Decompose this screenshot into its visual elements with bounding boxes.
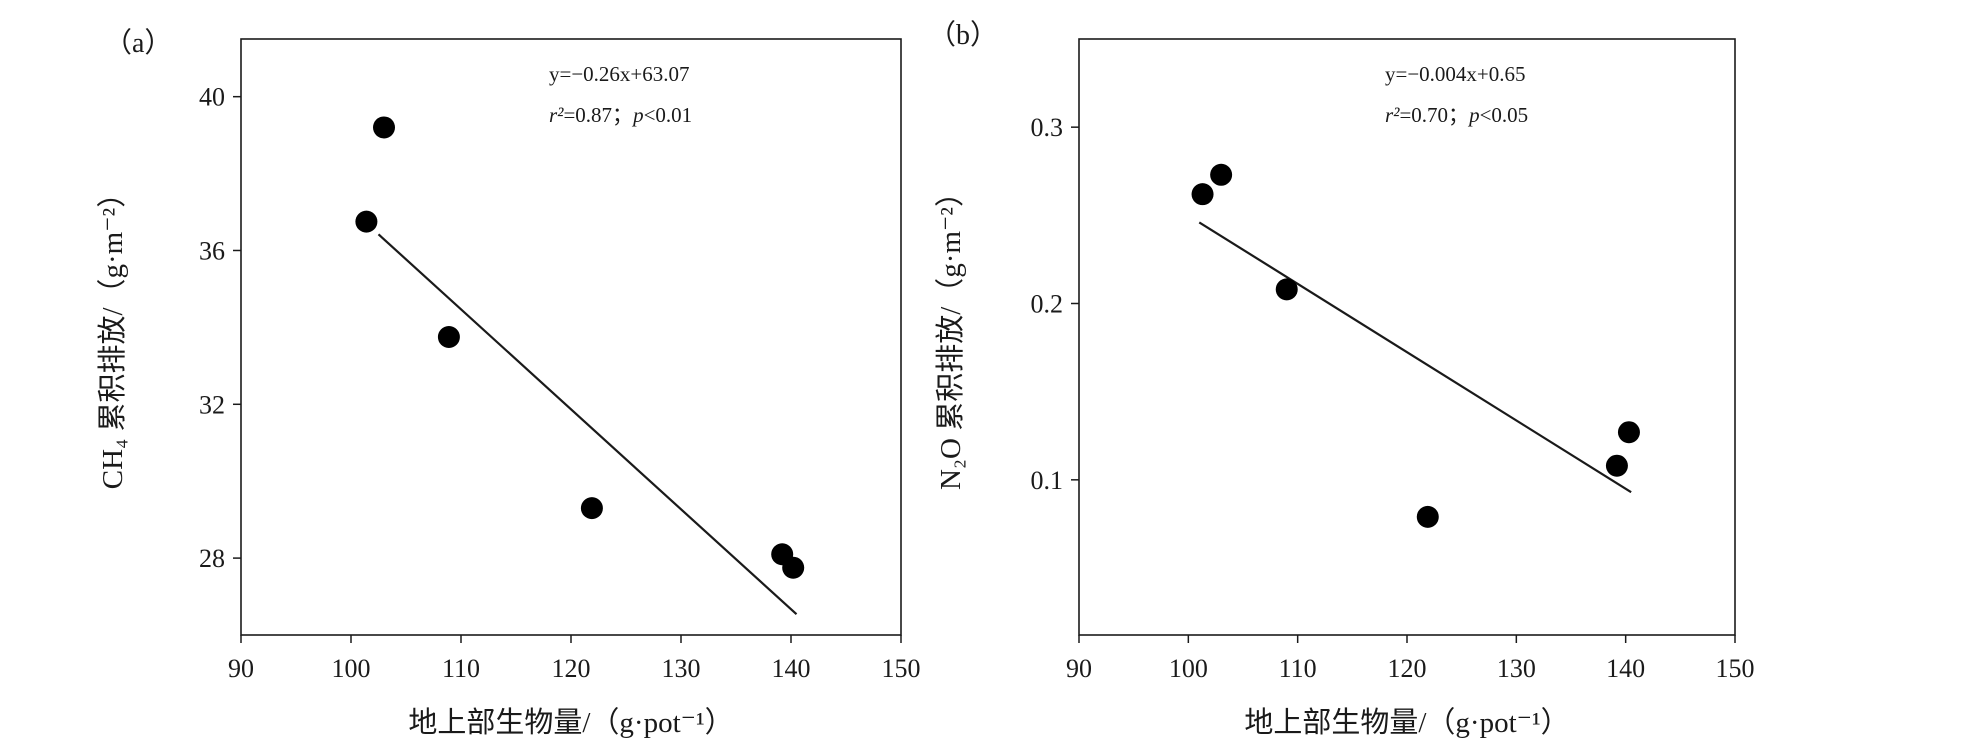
data-point [1617, 421, 1640, 444]
x-tick-label: 130 [1497, 654, 1536, 683]
x-tick-label: 90 [228, 654, 254, 683]
x-tick-label: 110 [442, 654, 480, 683]
data-point [1605, 454, 1628, 477]
panel-b-label: （b） [928, 19, 998, 51]
panel-b-r2-value: =0.70； [1399, 103, 1469, 127]
panel-b-x-axis-title: 地上部生物量/（g·pot⁻¹） [1244, 706, 1569, 739]
data-point [437, 326, 460, 348]
panel-a: （a） 90 100 110 120 130 140 150 28 32 36 40 y=−0.2… [96, 27, 921, 739]
data-point [1191, 183, 1214, 206]
panel-a-fit-line-group [377, 233, 798, 616]
x-tick-label: 130 [662, 654, 701, 683]
data-point [782, 556, 805, 579]
panel-b-fit-line-group [1198, 221, 1632, 494]
data-point [1275, 278, 1298, 301]
x-tick-label: 140 [1606, 654, 1645, 683]
x-tick-label: 100 [1169, 654, 1208, 683]
panel-b-stats: r²=0.70；p<0.05 [1385, 103, 1528, 127]
x-tick-label: 90 [1066, 654, 1092, 683]
x-tick-label: 120 [552, 654, 591, 683]
panel-a-r2-value: =0.87； [563, 103, 633, 127]
x-tick-label: 150 [882, 654, 921, 683]
panel-b-p-label: p [1467, 103, 1480, 127]
x-tick-label: 120 [1388, 654, 1427, 683]
y-tick-label: 28 [199, 544, 225, 573]
panel-a-equation: y=−0.26x+63.07 [549, 62, 690, 86]
panel-b-plot-frame [1078, 38, 1736, 636]
panel-b-x-ticks: 90 100 110 120 130 140 150 [1066, 635, 1755, 683]
x-tick-label: 140 [772, 654, 811, 683]
y-tick-label: 0.2 [1031, 289, 1064, 318]
panel-a-p-label: p [631, 103, 644, 127]
data-point [1416, 505, 1439, 528]
x-tick-label: 100 [332, 654, 371, 683]
panel-a-plot-frame [240, 38, 902, 636]
data-point [373, 116, 395, 139]
panel-b: （b） 90 100 110 120 130 140 150 0.1 0.2 0.3 y=−0.… [928, 19, 1755, 739]
data-point [580, 497, 603, 520]
y-tick-label: 0.3 [1031, 113, 1064, 142]
y-tick-label: 0.1 [1031, 466, 1064, 495]
panel-a-label: （a） [104, 27, 172, 59]
regression-line [1198, 221, 1632, 494]
panel-a-x-axis-title: 地上部生物量/（g·pot⁻¹） [408, 706, 733, 739]
panel-b-y-axis-title: N₂O 累积排放/（g·m⁻²） [934, 178, 967, 490]
panel-b-p-value: <0.05 [1480, 103, 1529, 127]
panel-a-y-axis-title: CH₄ 累积排放/（g·m⁻²） [96, 179, 129, 489]
y-tick-label: 32 [199, 390, 225, 419]
x-tick-label: 150 [1716, 654, 1755, 683]
panel-b-equation: y=−0.004x+0.65 [1385, 62, 1526, 86]
regression-line [377, 233, 798, 616]
x-tick-label: 110 [1279, 654, 1317, 683]
panel-a-stats: r²=0.87；p<0.01 [549, 103, 692, 127]
panel-a-r2-label: r² [549, 103, 564, 127]
data-point [1210, 163, 1233, 186]
y-tick-label: 36 [199, 236, 225, 265]
panel-b-y-ticks: 0.1 0.2 0.3 [1031, 113, 1079, 495]
y-tick-label: 40 [199, 83, 225, 112]
panel-b-points [1191, 163, 1640, 528]
panel-a-p-value: <0.01 [644, 103, 693, 127]
panel-b-r2-label: r² [1385, 103, 1400, 127]
data-point [355, 210, 378, 233]
panel-a-y-ticks: 28 32 36 40 [199, 83, 241, 573]
panel-a-x-ticks: 90 100 110 120 130 140 150 [228, 635, 921, 683]
panel-a-points [355, 116, 805, 579]
